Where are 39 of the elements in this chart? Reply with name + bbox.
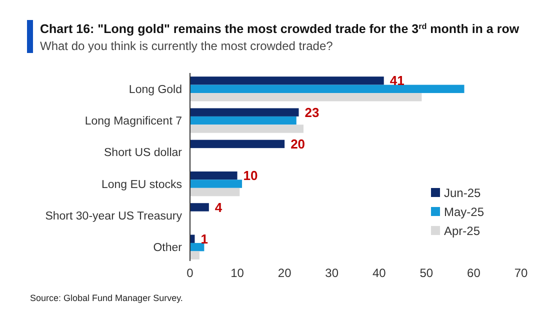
bar <box>190 242 204 252</box>
x-tick-label: 50 <box>420 266 434 280</box>
y-tick-label: Short 30-year US Treasury <box>45 210 182 222</box>
bar <box>190 140 285 148</box>
x-tick-label: 70 <box>514 266 528 280</box>
x-tick-label: 60 <box>467 266 481 280</box>
bar <box>190 93 422 102</box>
bar <box>190 188 240 196</box>
legend-label: Jun-25 <box>444 186 482 200</box>
source-note: Source: Global Fund Manager Survey. <box>30 293 183 303</box>
data-label: 20 <box>290 136 306 152</box>
bar <box>190 171 238 180</box>
data-label: 23 <box>304 104 320 120</box>
data-label: 10 <box>243 168 258 184</box>
x-tick-label: 20 <box>278 266 292 280</box>
bar <box>190 251 200 260</box>
x-tick-label: 30 <box>325 266 339 280</box>
bar <box>190 124 304 133</box>
chart-subtitle: What do you think is currently the most crowded trade? <box>40 39 334 53</box>
bar <box>190 203 209 212</box>
x-tick-label: 10 <box>230 266 244 280</box>
y-tick-label: Long Gold <box>128 84 182 96</box>
x-tick-label: 0 <box>186 266 194 280</box>
bar <box>190 76 384 85</box>
y-tick-label: Long Magnificent 7 <box>84 116 182 128</box>
y-tick-label: Long EU stocks <box>101 178 182 191</box>
data-label: 1 <box>200 231 208 246</box>
chart-title: Chart 16: "Long gold" remains the most crowded trade for the 3$^{rd}$ month in a row <box>40 22 520 36</box>
bar <box>190 84 464 94</box>
data-label: 4 <box>214 200 223 215</box>
y-tick-label: Short US dollar <box>104 147 182 160</box>
bar <box>190 108 299 116</box>
x-tick-label: 40 <box>372 266 386 280</box>
legend-label: Apr-25 <box>444 224 480 238</box>
y-tick-label: Other <box>153 242 182 254</box>
bar <box>190 180 242 188</box>
legend-label: May-25 <box>444 205 484 220</box>
bar <box>190 116 296 125</box>
data-label: 41 <box>390 73 404 88</box>
